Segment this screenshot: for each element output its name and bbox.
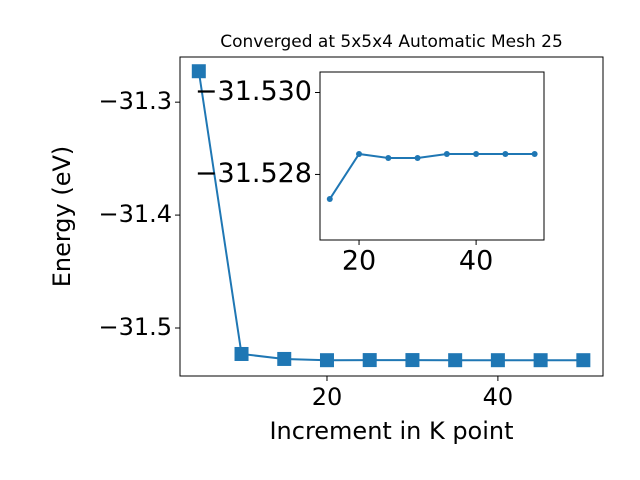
- point: [356, 150, 363, 157]
- y-axis-label: Energy (eV): [48, 146, 76, 288]
- point: [531, 150, 538, 157]
- y-tick-label: −31.528: [195, 158, 312, 189]
- x-tick-label: 20: [312, 383, 343, 411]
- point: [533, 353, 548, 368]
- point: [326, 196, 333, 203]
- point: [490, 353, 505, 368]
- point: [448, 353, 463, 368]
- point: [234, 346, 249, 361]
- x-axis-label: Increment in K point: [269, 417, 513, 445]
- point: [443, 150, 450, 157]
- point: [414, 155, 421, 162]
- point: [362, 353, 377, 368]
- point: [502, 150, 509, 157]
- series-line: [197, 71, 584, 362]
- y-tick-label: −31.530: [195, 76, 312, 107]
- point: [385, 155, 392, 162]
- point: [405, 353, 420, 368]
- series-line: [328, 152, 535, 200]
- point: [191, 64, 206, 79]
- point: [319, 353, 334, 368]
- point: [473, 150, 480, 157]
- x-tick-label: 40: [483, 383, 514, 411]
- point: [576, 353, 591, 368]
- x-tick-label: 40: [459, 246, 493, 277]
- y-tick-label: −31.4: [98, 200, 172, 228]
- point: [277, 351, 292, 366]
- y-tick-label: −31.3: [98, 87, 172, 115]
- chart-title: Converged at 5x5x4 Automatic Mesh 25: [220, 32, 563, 52]
- x-tick-label: 20: [342, 246, 376, 277]
- y-tick-label: −31.5: [98, 313, 172, 341]
